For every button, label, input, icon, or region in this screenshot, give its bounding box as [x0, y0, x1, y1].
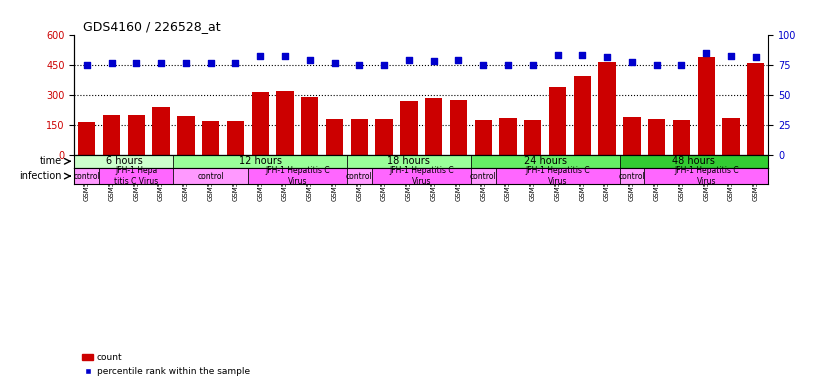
Point — [154, 60, 168, 66]
Bar — [376, 119, 393, 155]
Point — [80, 61, 93, 68]
Legend: count, percentile rank within the sample: count, percentile rank within the sample — [78, 350, 254, 379]
Point — [625, 59, 638, 65]
Bar — [326, 119, 344, 155]
Text: infection: infection — [20, 171, 62, 181]
Bar — [620, 155, 768, 168]
Point — [675, 61, 688, 68]
Point — [328, 60, 341, 66]
Bar — [351, 119, 368, 155]
Text: control: control — [197, 172, 224, 180]
Point — [229, 60, 242, 66]
Point — [650, 61, 663, 68]
Point — [601, 54, 614, 60]
Bar — [74, 168, 99, 184]
Text: 24 hours: 24 hours — [524, 156, 567, 166]
Text: 12 hours: 12 hours — [239, 156, 282, 166]
Bar — [103, 115, 121, 155]
Bar — [226, 121, 244, 155]
Point — [749, 54, 762, 60]
Text: 48 hours: 48 hours — [672, 156, 715, 166]
Bar — [276, 91, 294, 155]
Text: JFH-1 Hepa
titis C Virus: JFH-1 Hepa titis C Virus — [114, 166, 159, 186]
Point — [377, 61, 391, 68]
Bar — [548, 87, 567, 155]
Point — [551, 52, 564, 58]
Point — [179, 60, 192, 66]
Bar — [78, 122, 96, 155]
Point — [700, 50, 713, 56]
Bar — [722, 118, 740, 155]
Bar — [74, 155, 173, 168]
Bar — [372, 168, 471, 184]
Bar — [173, 168, 248, 184]
Text: control: control — [619, 172, 645, 180]
Bar — [251, 92, 269, 155]
Text: JFH-1 Hepatitis C
Virus: JFH-1 Hepatitis C Virus — [389, 166, 453, 186]
Point — [501, 61, 515, 68]
Point — [105, 60, 118, 66]
Bar — [475, 120, 492, 155]
Point — [130, 60, 143, 66]
Point — [303, 57, 316, 63]
Point — [204, 60, 217, 66]
Bar — [644, 168, 768, 184]
Bar — [202, 121, 220, 155]
Point — [254, 53, 267, 59]
Bar — [598, 61, 616, 155]
Point — [576, 52, 589, 58]
Point — [724, 53, 738, 59]
Bar — [99, 168, 173, 184]
Bar — [747, 63, 765, 155]
Bar — [173, 155, 347, 168]
Text: control: control — [346, 172, 373, 180]
Bar — [152, 107, 170, 155]
Text: GDS4160 / 226528_at: GDS4160 / 226528_at — [83, 20, 221, 33]
Bar — [347, 155, 471, 168]
Bar — [624, 117, 641, 155]
Point — [427, 58, 440, 64]
Point — [526, 61, 539, 68]
Bar — [573, 76, 591, 155]
Text: JFH-1 Hepatitis C
Virus: JFH-1 Hepatitis C Virus — [525, 166, 590, 186]
Bar — [499, 118, 517, 155]
Text: control: control — [470, 172, 496, 180]
Bar — [178, 116, 195, 155]
Text: control: control — [74, 172, 100, 180]
Text: 18 hours: 18 hours — [387, 156, 430, 166]
Text: JFH-1 Hepatitis C
Virus: JFH-1 Hepatitis C Virus — [674, 166, 738, 186]
Bar — [471, 155, 620, 168]
Bar — [450, 100, 468, 155]
Bar — [496, 168, 620, 184]
Text: time: time — [40, 156, 62, 166]
Bar — [425, 98, 443, 155]
Bar — [673, 120, 691, 155]
Text: JFH-1 Hepatitis C
Virus: JFH-1 Hepatitis C Virus — [265, 166, 330, 186]
Bar — [248, 168, 347, 184]
Point — [452, 57, 465, 63]
Point — [402, 57, 415, 63]
Point — [477, 61, 490, 68]
Bar — [648, 119, 666, 155]
Bar — [128, 115, 145, 155]
Bar — [524, 120, 542, 155]
Bar — [620, 168, 644, 184]
Bar — [301, 97, 319, 155]
Bar — [471, 168, 496, 184]
Bar — [697, 56, 715, 155]
Point — [353, 61, 366, 68]
Bar — [401, 101, 418, 155]
Bar — [347, 168, 372, 184]
Text: 6 hours: 6 hours — [106, 156, 142, 166]
Point — [278, 53, 292, 59]
